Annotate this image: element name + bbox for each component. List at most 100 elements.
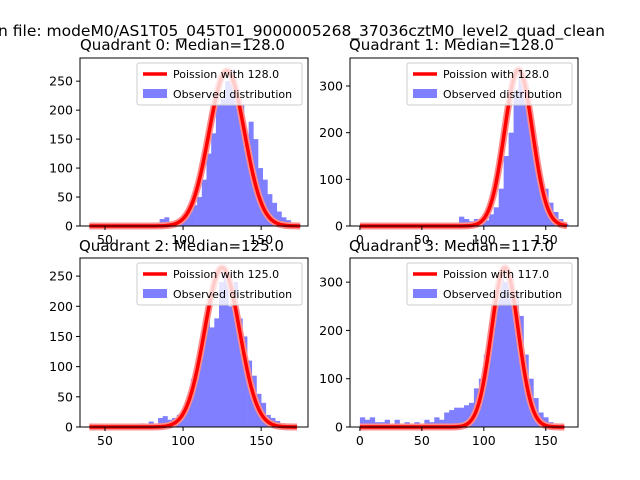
legend-box [406, 62, 573, 106]
legend-label-curve: Poission with 125.0 [173, 268, 279, 281]
histogram-bar [211, 133, 217, 226]
y-tick-label: 200 [49, 299, 73, 314]
panel-title: Quadrant 3: Median=117.0 [349, 237, 554, 255]
histogram-bar [523, 86, 529, 226]
y-tick-label: 0 [65, 219, 73, 234]
panel-title: Quadrant 0: Median=128.0 [80, 36, 285, 54]
histogram-bar [364, 419, 371, 427]
histogram-bar [394, 419, 400, 427]
legend: Poission with 125.0 Observed distribution [136, 262, 303, 306]
legend-label-curve: Poission with 128.0 [443, 68, 549, 81]
histogram-bar [434, 417, 440, 427]
legend-bar-swatch [413, 89, 437, 98]
histogram-bar [503, 282, 509, 427]
y-tick-label: 100 [49, 161, 73, 176]
histogram-bar [493, 306, 499, 427]
histogram-panel-0: 50 100 150 0 50 100 150 200 250 Poission with 128… [49, 36, 309, 247]
histogram-bar [225, 81, 231, 226]
histogram-bar [483, 354, 490, 427]
histogram-bar [493, 207, 499, 226]
histogram-bar [234, 92, 240, 226]
histogram-bar [272, 202, 278, 226]
legend-label-bars: Observed distribution [173, 288, 292, 301]
histogram-bar [204, 312, 210, 427]
panel-title: Quadrant 1: Median=128.0 [349, 36, 554, 54]
x-tick-label: 0 [356, 433, 364, 448]
histogram-bar [262, 179, 268, 226]
x-tick-label: 100 [472, 232, 496, 247]
histogram-bar [209, 327, 215, 427]
histogram-bar [242, 336, 248, 427]
legend: Poission with 128.0 Observed distribution [406, 62, 573, 106]
histogram-bar [498, 277, 504, 427]
histogram-bar [197, 197, 203, 226]
x-tick-label: 50 [97, 232, 113, 247]
y-tick-label: 100 [319, 172, 343, 187]
histogram-bar [220, 98, 226, 226]
histogram-bar [533, 146, 539, 226]
y-tick-label: 200 [319, 125, 343, 140]
histogram-bar [459, 216, 465, 226]
histogram-bar [239, 104, 245, 226]
y-tick-label: 0 [335, 420, 343, 435]
histogram-bar [215, 104, 221, 226]
legend-label-bars: Observed distribution [443, 288, 562, 301]
legend-box [406, 262, 573, 306]
histogram-bar [187, 212, 193, 226]
x-tick-label: 50 [414, 433, 430, 448]
axes-frame [79, 257, 309, 428]
histogram-bar [206, 153, 212, 226]
x-tick-label: 100 [171, 433, 195, 448]
legend: Poission with 128.0 Observed distribution [136, 62, 303, 106]
x-tick-label: 150 [534, 232, 558, 247]
histogram-bar [464, 405, 470, 427]
histogram-bar [200, 336, 206, 427]
histogram-bar [488, 214, 495, 226]
x-tick-label: 150 [249, 433, 273, 448]
y-tick-label: 250 [49, 269, 73, 284]
x-tick-label: 50 [97, 433, 113, 448]
histogram-bar [237, 318, 243, 427]
histogram-bar [513, 90, 519, 226]
histogram-bar [186, 396, 192, 427]
y-tick-label: 200 [319, 323, 343, 338]
histogram-bar [518, 72, 524, 226]
y-tick-label: 50 [57, 190, 73, 205]
histogram-bar [228, 306, 234, 427]
axes-frame [79, 57, 309, 227]
y-tick-label: 0 [65, 420, 73, 435]
x-tick-label: 0 [356, 232, 364, 247]
y-tick-label: 300 [319, 275, 343, 290]
histogram-bar [190, 378, 196, 427]
histogram-bar [528, 118, 534, 226]
histogram-bar [243, 150, 249, 226]
histogram-bar [444, 412, 450, 427]
y-tick-label: 200 [49, 103, 73, 118]
histogram-panel-2: 50 100 150 0 50 100 150 200 250 Poission with 125… [49, 237, 309, 448]
x-tick-label: 100 [472, 433, 496, 448]
histogram-bar [369, 417, 376, 427]
legend-box [136, 62, 303, 106]
legend-bar-swatch [143, 289, 167, 298]
histogram-bar [164, 217, 170, 226]
histogram-panel-3: 0 50 100 150 0 100 200 300 Poission with 117.0 Ob… [319, 237, 579, 448]
histogram-bar [233, 282, 239, 427]
histogram-panel-1: 0 50 100 150 0 100 200 300 Poission with 128.0 Ob… [319, 36, 579, 247]
legend-label-bars: Observed distribution [173, 88, 292, 101]
histogram-bar [508, 277, 514, 427]
y-tick-label: 150 [49, 132, 73, 147]
legend-label-curve: Poission with 128.0 [173, 68, 279, 81]
y-tick-label: 100 [49, 359, 73, 374]
histogram-bar [508, 132, 514, 226]
y-tick-label: 150 [49, 329, 73, 344]
x-tick-label: 150 [249, 232, 273, 247]
histogram-bar [503, 156, 509, 226]
x-tick-label: 100 [171, 232, 195, 247]
histogram-bar [449, 410, 455, 427]
legend-label-bars: Observed distribution [443, 88, 562, 101]
histogram-bar [214, 318, 220, 427]
histogram-bar [483, 220, 490, 226]
histogram-bar [267, 194, 273, 226]
histogram-bar [359, 417, 366, 427]
